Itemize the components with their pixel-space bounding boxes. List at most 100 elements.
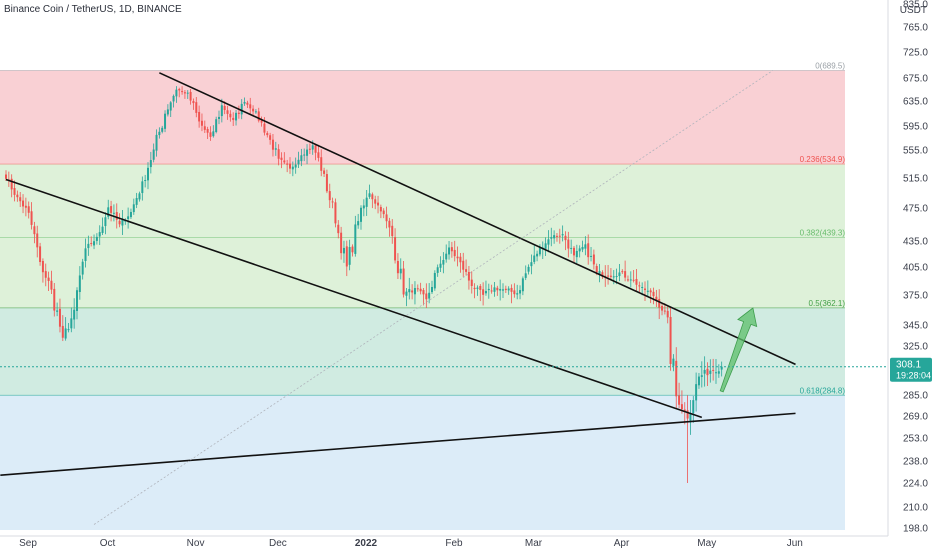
candle-body <box>237 112 240 114</box>
candle-body <box>590 255 593 257</box>
candle-body <box>396 260 399 274</box>
candle-body <box>192 101 195 104</box>
candle-body <box>53 288 56 311</box>
candle-body <box>291 166 294 170</box>
candle-body <box>433 272 436 289</box>
x-tick-label: Apr <box>614 538 630 549</box>
candle-body <box>289 163 291 169</box>
candle-body <box>195 102 198 113</box>
candle-body <box>507 288 510 291</box>
candle-body <box>502 289 504 291</box>
candle-body <box>271 139 274 150</box>
candle-body <box>365 197 368 207</box>
x-tick-label: 2022 <box>355 538 378 549</box>
candle-body <box>70 318 73 329</box>
candle-body <box>58 308 61 327</box>
x-tick-label: Feb <box>445 538 463 549</box>
candle-body <box>354 224 357 254</box>
candle-body <box>618 272 621 277</box>
y-tick-label: 635.0 <box>903 97 928 108</box>
candle-body <box>226 110 229 114</box>
fib-zone-0 <box>0 70 845 165</box>
candle-body <box>493 287 496 292</box>
candle-body <box>456 256 459 259</box>
fib-lines: 0(689.5) 0.236(534.9) 0.382(439.3) 0.5(362.… <box>0 61 846 396</box>
candle-body <box>436 267 439 273</box>
candle-body <box>467 271 470 281</box>
candle-body <box>144 180 147 182</box>
candle-body <box>317 152 320 158</box>
candles <box>5 86 723 483</box>
fib-zone-2 <box>0 237 845 308</box>
candle-body <box>342 247 345 254</box>
price-axis[interactable]: 835.0 765.0 725.0 675.0 635.0 595.0 555.0 515.0… <box>887 0 932 550</box>
candle-body <box>641 286 644 288</box>
candle-body <box>544 243 547 249</box>
candle-body <box>578 248 581 252</box>
time-axis[interactable]: Sep Oct Nov Dec 2022 Feb Mar Apr May Jun <box>0 535 888 549</box>
candle-body <box>61 325 64 338</box>
candle-body <box>422 290 425 295</box>
candle-body <box>431 286 433 293</box>
candle-body <box>93 241 96 246</box>
candle-body <box>328 191 331 201</box>
y-tick-label: 515.0 <box>903 174 928 185</box>
candle-body <box>516 293 519 295</box>
candle-body <box>624 271 627 278</box>
candle-body <box>36 233 39 248</box>
candle-body <box>30 211 33 225</box>
y-tick-label: 595.0 <box>903 122 928 133</box>
candle-body <box>533 255 536 262</box>
candle-body <box>683 409 686 412</box>
candle-body <box>598 271 601 275</box>
y-tick-label: 835.0 <box>903 0 928 11</box>
candle-body <box>308 148 311 150</box>
fib-label-0: 0(689.5) <box>815 61 845 70</box>
candle-body <box>110 206 113 213</box>
fib-label-0.382: 0.382(439.3) <box>800 228 846 237</box>
y-tick-label: 198.0 <box>903 524 928 535</box>
candle-body <box>564 235 567 241</box>
y-tick-label: 725.0 <box>903 48 928 59</box>
fib-label-0.5: 0.5(362.1) <box>809 299 846 308</box>
current-price-badge-bg <box>890 357 932 382</box>
candle-body <box>5 174 7 179</box>
candle-body <box>391 225 394 237</box>
candle-body <box>33 226 36 235</box>
candle-body <box>706 368 709 376</box>
candle-body <box>413 288 416 295</box>
trendlines[interactable] <box>0 70 796 525</box>
candle-body <box>218 116 220 119</box>
candle-body <box>325 174 328 192</box>
candle-body <box>635 279 638 285</box>
candle-body <box>496 287 499 291</box>
candle-body <box>709 370 712 374</box>
candle-body <box>459 256 462 263</box>
candle-body <box>678 395 681 405</box>
candle-body <box>550 237 553 239</box>
x-tick-label: May <box>697 538 716 549</box>
candle-body <box>536 253 539 257</box>
candle-body <box>470 279 473 287</box>
x-tick-label: Jun <box>787 538 803 549</box>
candle-body <box>530 262 533 267</box>
candle-body <box>200 120 203 126</box>
candle-body <box>81 261 84 275</box>
candle-body <box>425 293 428 300</box>
candle-body <box>416 288 419 290</box>
candle-body <box>592 254 595 265</box>
candle-body <box>314 145 317 153</box>
candle-body <box>465 269 468 272</box>
candle-body <box>408 289 411 293</box>
candle-body <box>703 369 706 374</box>
candle-body <box>652 291 655 297</box>
candle-body <box>189 91 192 101</box>
candle-body <box>715 372 717 374</box>
candle-body <box>595 266 598 273</box>
candle-body <box>362 205 365 209</box>
candle-body <box>135 198 138 205</box>
candle-body <box>632 279 635 281</box>
candle-body <box>368 193 371 197</box>
y-tick-label: 435.0 <box>903 237 928 248</box>
